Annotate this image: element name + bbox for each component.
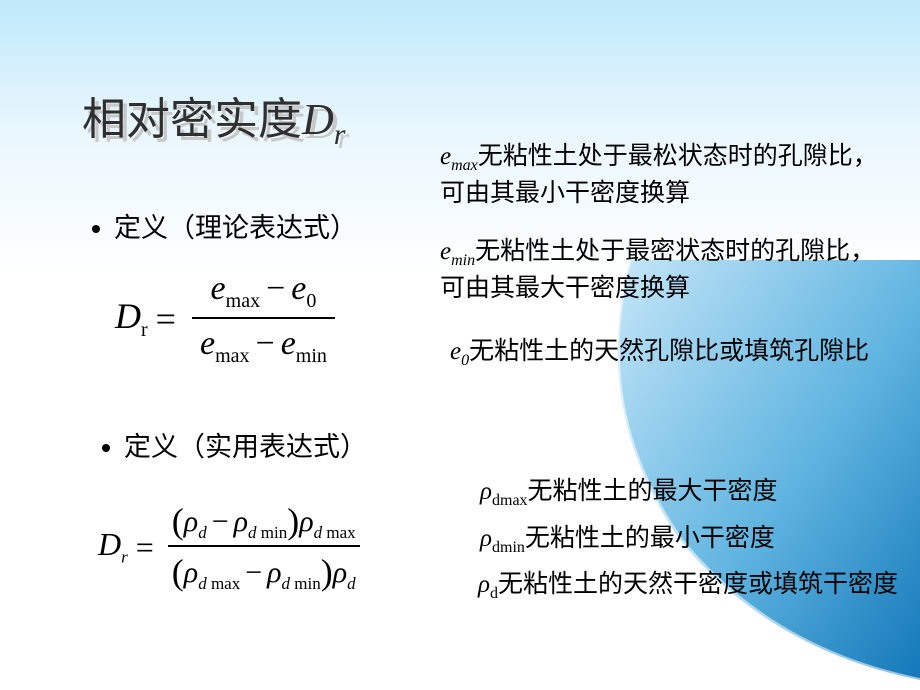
bullet-practical: 定义（实用表达式） bbox=[102, 425, 367, 464]
def-rho-d: ρd无粘性土的天然干密度或填筑干密度 bbox=[478, 568, 898, 605]
bullet-dot-icon bbox=[102, 444, 110, 452]
bullet-dot-icon bbox=[92, 225, 100, 233]
bullet-practical-label: 定义（实用表达式） bbox=[124, 432, 367, 462]
def-rho-dmax: ρdmax无粘性土的最大干密度 bbox=[480, 475, 880, 512]
def-rho-dmin: ρdmin无粘性土的最小干密度 bbox=[480, 522, 880, 559]
title-text: 相对密实度 bbox=[82, 95, 302, 144]
bullet-theory-label: 定义（理论表达式） bbox=[114, 213, 357, 243]
bullet-theory: 定义（理论表达式） bbox=[92, 206, 357, 245]
page-title: 相对密实度Dr bbox=[82, 83, 345, 152]
title-var: D bbox=[302, 95, 334, 144]
equation-practical: Dr= (ρd−ρd min)ρd max (ρd max−ρd min)ρd bbox=[98, 500, 360, 594]
equation-theory: Dr= emax−e0 emax−emin bbox=[115, 270, 335, 368]
def-emin: emin无粘性土处于最密状态时的孔隙比，可由其最大干密度换算 bbox=[440, 235, 895, 305]
title-sub: r bbox=[334, 118, 346, 151]
def-emax: emax无粘性土处于最松状态时的孔隙比，可由其最小干密度换算 bbox=[440, 140, 890, 210]
def-e0: e0无粘性土的天然孔隙比或填筑孔隙比 bbox=[450, 335, 900, 372]
